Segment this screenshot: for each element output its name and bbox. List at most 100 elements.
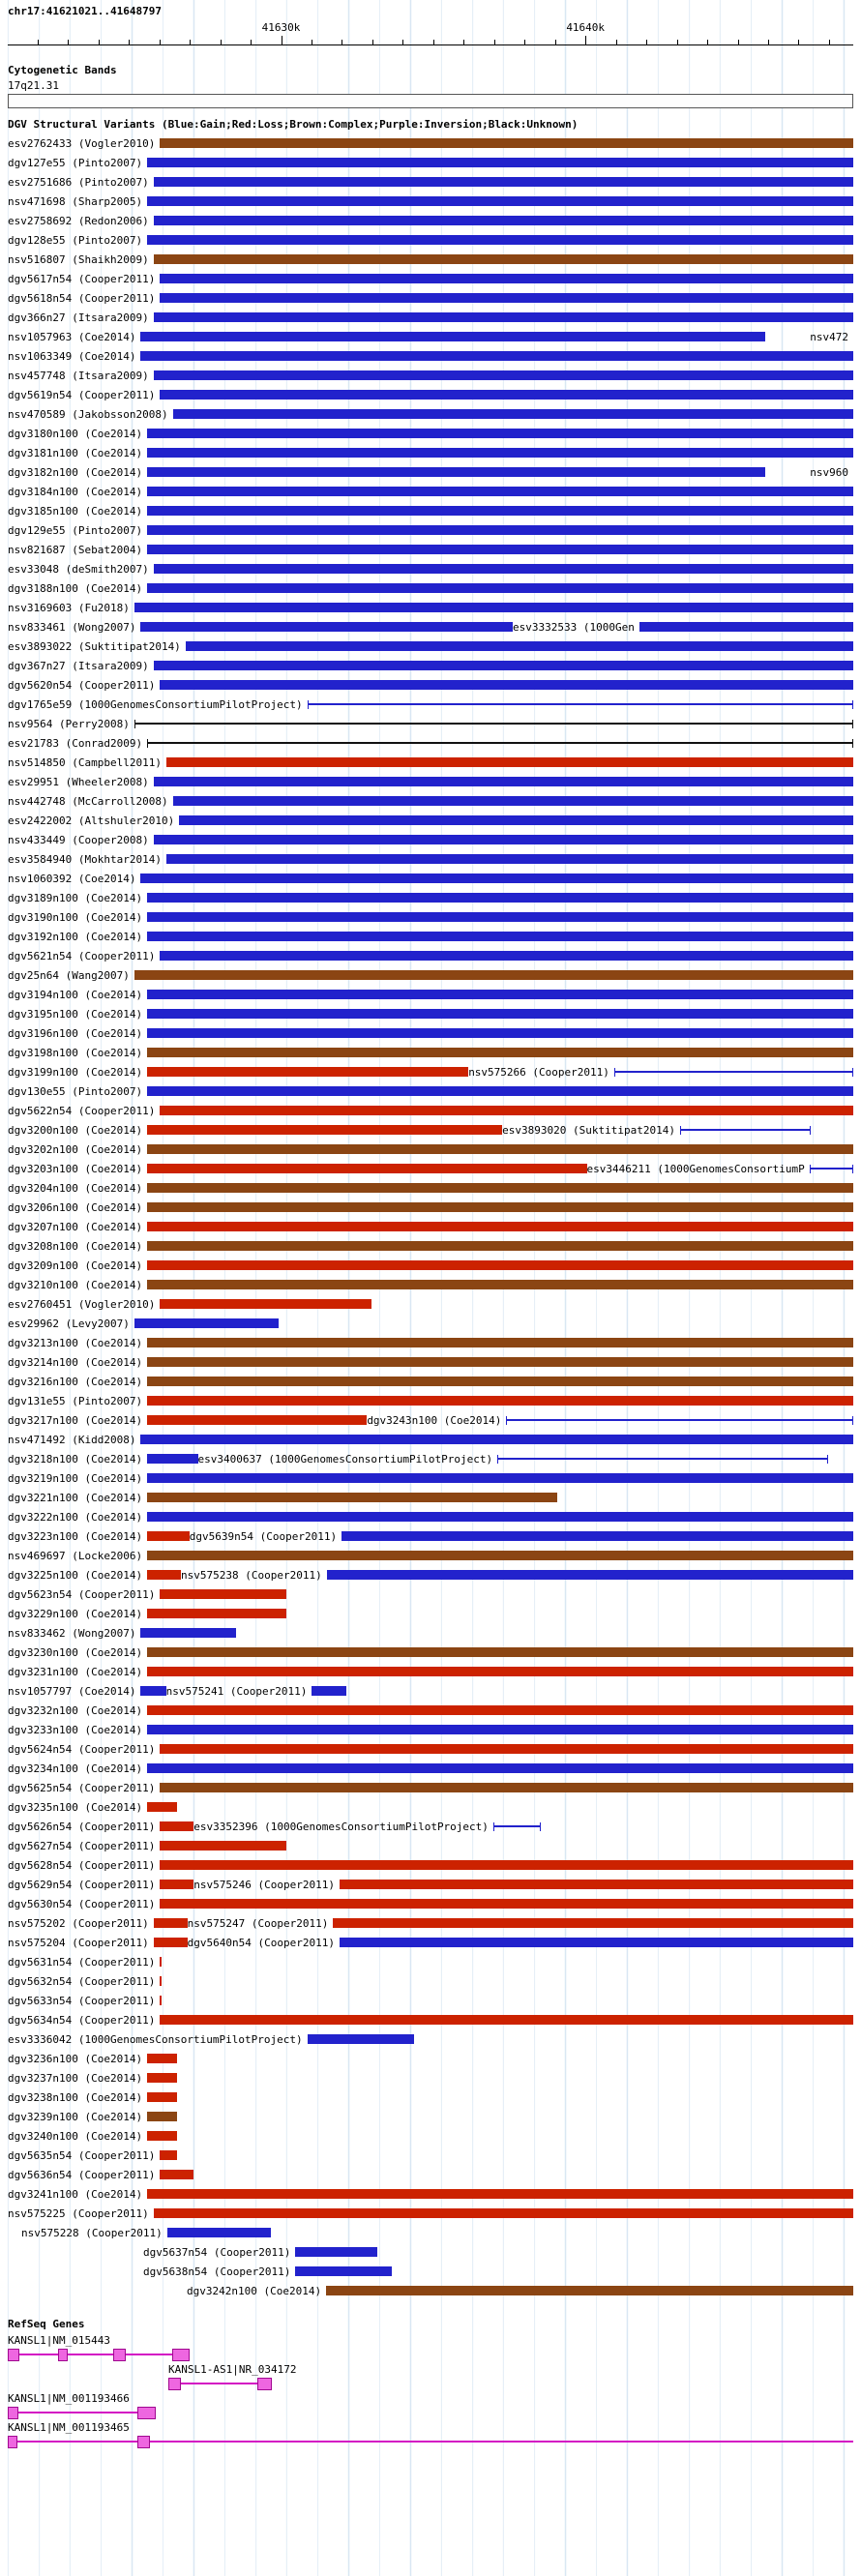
variant-bar[interactable] bbox=[147, 893, 853, 903]
gene-label[interactable]: KANSL1|NM_001193466 bbox=[8, 2392, 130, 2405]
variant-bar[interactable] bbox=[638, 622, 853, 632]
variant-label[interactable]: dgv3198n100 (Coe2014) bbox=[8, 1046, 143, 1059]
variant-label[interactable]: dgv5627n54 (Cooper2011) bbox=[8, 1839, 156, 1852]
variant-label[interactable]: dgv3222n100 (Coe2014) bbox=[8, 1510, 143, 1524]
variant-label[interactable]: nsv514850 (Campbell2011) bbox=[8, 755, 162, 769]
variant-label[interactable]: esv3893022 (Suktitipat2014) bbox=[8, 639, 181, 653]
variant-label[interactable]: nsv469697 (Locke2006) bbox=[8, 1549, 143, 1562]
variant-bar[interactable] bbox=[160, 1880, 194, 1889]
variant-bar[interactable] bbox=[160, 1860, 853, 1870]
cytoband-bar[interactable] bbox=[8, 94, 853, 108]
gene-intron-line[interactable] bbox=[8, 2412, 152, 2413]
variant-bar[interactable] bbox=[160, 1589, 287, 1599]
variant-label[interactable]: dgv3233n100 (Coe2014) bbox=[8, 1723, 143, 1736]
variant-label[interactable]: dgv3243n100 (Coe2014) bbox=[367, 1413, 502, 1427]
variant-bar[interactable] bbox=[492, 1822, 541, 1831]
variant-bar[interactable] bbox=[147, 739, 853, 748]
variant-bar[interactable] bbox=[153, 312, 853, 322]
gene-label[interactable]: KANSL1|NM_001193465 bbox=[8, 2421, 130, 2434]
gene-intron-line[interactable] bbox=[168, 2383, 270, 2384]
variant-label[interactable]: nsv472 bbox=[810, 330, 848, 343]
variant-bar[interactable] bbox=[140, 351, 853, 361]
variant-label[interactable]: nsv575238 (Cooper2011) bbox=[181, 1568, 322, 1582]
variant-label[interactable]: nsv575202 (Cooper2011) bbox=[8, 1916, 149, 1930]
variant-bar[interactable] bbox=[140, 1435, 853, 1444]
gene-exon[interactable] bbox=[256, 2378, 272, 2390]
variant-label[interactable]: dgv3238n100 (Coe2014) bbox=[8, 2090, 143, 2104]
variant-label[interactable]: nsv833462 (Wong2007) bbox=[8, 1626, 136, 1640]
variant-bar[interactable] bbox=[166, 2228, 271, 2237]
variant-bar[interactable] bbox=[147, 1164, 587, 1173]
variant-label[interactable]: dgv5638n54 (Cooper2011) bbox=[143, 2265, 291, 2278]
variant-label[interactable]: dgv5618n54 (Cooper2011) bbox=[8, 291, 156, 305]
variant-label[interactable]: dgv3229n100 (Coe2014) bbox=[8, 1607, 143, 1620]
variant-bar[interactable] bbox=[153, 564, 853, 574]
variant-label[interactable]: nsv470589 (Jakobsson2008) bbox=[8, 407, 168, 421]
variant-bar[interactable] bbox=[147, 158, 853, 167]
variant-bar[interactable] bbox=[147, 448, 853, 458]
variant-bar[interactable] bbox=[153, 1918, 188, 1928]
variant-bar[interactable] bbox=[160, 1957, 163, 1967]
variant-bar[interactable] bbox=[172, 796, 853, 806]
variant-bar[interactable] bbox=[312, 1686, 346, 1696]
variant-bar[interactable] bbox=[147, 1241, 853, 1251]
variant-bar[interactable] bbox=[134, 1318, 279, 1328]
variant-bar[interactable] bbox=[147, 1028, 853, 1038]
variant-bar[interactable] bbox=[147, 487, 853, 496]
variant-label[interactable]: dgv3241n100 (Coe2014) bbox=[8, 2187, 143, 2201]
variant-label[interactable]: esv2760451 (Vogler2010) bbox=[8, 1297, 156, 1311]
variant-bar[interactable] bbox=[153, 254, 853, 264]
variant-bar[interactable] bbox=[341, 1531, 853, 1541]
variant-bar[interactable] bbox=[679, 1126, 812, 1135]
variant-bar[interactable] bbox=[147, 1493, 558, 1502]
variant-label[interactable]: dgv1765e59 (1000GenomesConsortiumPilotPr… bbox=[8, 697, 303, 711]
variant-label[interactable]: dgv5635n54 (Cooper2011) bbox=[8, 2148, 156, 2162]
variant-label[interactable]: nsv3169603 (Fu2018) bbox=[8, 601, 130, 614]
variant-label[interactable]: dgv3204n100 (Coe2014) bbox=[8, 1181, 143, 1195]
variant-label[interactable]: nsv833461 (Wong2007) bbox=[8, 620, 136, 634]
variant-bar[interactable] bbox=[147, 1125, 503, 1135]
variant-label[interactable]: dgv5619n54 (Cooper2011) bbox=[8, 388, 156, 401]
variant-bar[interactable] bbox=[809, 1165, 853, 1173]
variant-label[interactable]: nsv1060392 (Coe2014) bbox=[8, 872, 136, 885]
variant-label[interactable]: nsv575241 (Cooper2011) bbox=[165, 1684, 308, 1698]
variant-bar[interactable] bbox=[147, 1144, 853, 1154]
variant-label[interactable]: dgv3214n100 (Coe2014) bbox=[8, 1355, 143, 1369]
variant-bar[interactable] bbox=[147, 1763, 853, 1773]
variant-label[interactable]: dgv3206n100 (Coe2014) bbox=[8, 1200, 143, 1214]
variant-bar[interactable] bbox=[147, 1183, 853, 1193]
variant-bar[interactable] bbox=[295, 2266, 392, 2276]
variant-label[interactable]: nsv433449 (Cooper2008) bbox=[8, 833, 149, 846]
variant-bar[interactable] bbox=[147, 1260, 853, 1270]
variant-bar[interactable] bbox=[140, 332, 765, 341]
variant-bar[interactable] bbox=[147, 429, 853, 438]
variant-label[interactable]: dgv3240n100 (Coe2014) bbox=[8, 2129, 143, 2143]
variant-label[interactable]: esv3400637 (1000GenomesConsortiumPilotPr… bbox=[197, 1452, 493, 1466]
variant-bar[interactable] bbox=[147, 1357, 853, 1367]
variant-bar[interactable] bbox=[160, 2150, 177, 2160]
variant-label[interactable]: nsv960 bbox=[810, 465, 848, 479]
variant-bar[interactable] bbox=[185, 641, 853, 651]
variant-label[interactable]: nsv575225 (Cooper2011) bbox=[8, 2206, 149, 2220]
variant-bar[interactable] bbox=[160, 1299, 371, 1309]
variant-bar[interactable] bbox=[147, 912, 853, 922]
variant-label[interactable]: dgv5626n54 (Cooper2011) bbox=[8, 1820, 156, 1833]
variant-label[interactable]: dgv3185n100 (Coe2014) bbox=[8, 504, 143, 518]
variant-bar[interactable] bbox=[153, 216, 853, 225]
variant-label[interactable]: dgv3216n100 (Coe2014) bbox=[8, 1375, 143, 1388]
variant-bar[interactable] bbox=[147, 196, 853, 206]
variant-label[interactable]: esv2758692 (Redon2006) bbox=[8, 214, 149, 227]
variant-bar[interactable] bbox=[147, 1725, 853, 1734]
variant-label[interactable]: esv3893020 (Suktitipat2014) bbox=[502, 1123, 675, 1137]
variant-bar[interactable] bbox=[147, 1454, 198, 1464]
variant-bar[interactable] bbox=[307, 2034, 414, 2044]
variant-label[interactable]: dgv3236n100 (Coe2014) bbox=[8, 2052, 143, 2065]
variant-bar[interactable] bbox=[160, 1899, 853, 1909]
variant-label[interactable]: dgv3237n100 (Coe2014) bbox=[8, 2071, 143, 2085]
variant-bar[interactable] bbox=[147, 1202, 853, 1212]
variant-label[interactable]: dgv5623n54 (Cooper2011) bbox=[8, 1587, 156, 1601]
variant-label[interactable]: dgv3217n100 (Coe2014) bbox=[8, 1413, 143, 1427]
variant-label[interactable]: nsv471492 (Kidd2008) bbox=[8, 1433, 136, 1446]
variant-label[interactable]: dgv3230n100 (Coe2014) bbox=[8, 1645, 143, 1659]
variant-label[interactable]: nsv575228 (Cooper2011) bbox=[21, 2226, 163, 2239]
